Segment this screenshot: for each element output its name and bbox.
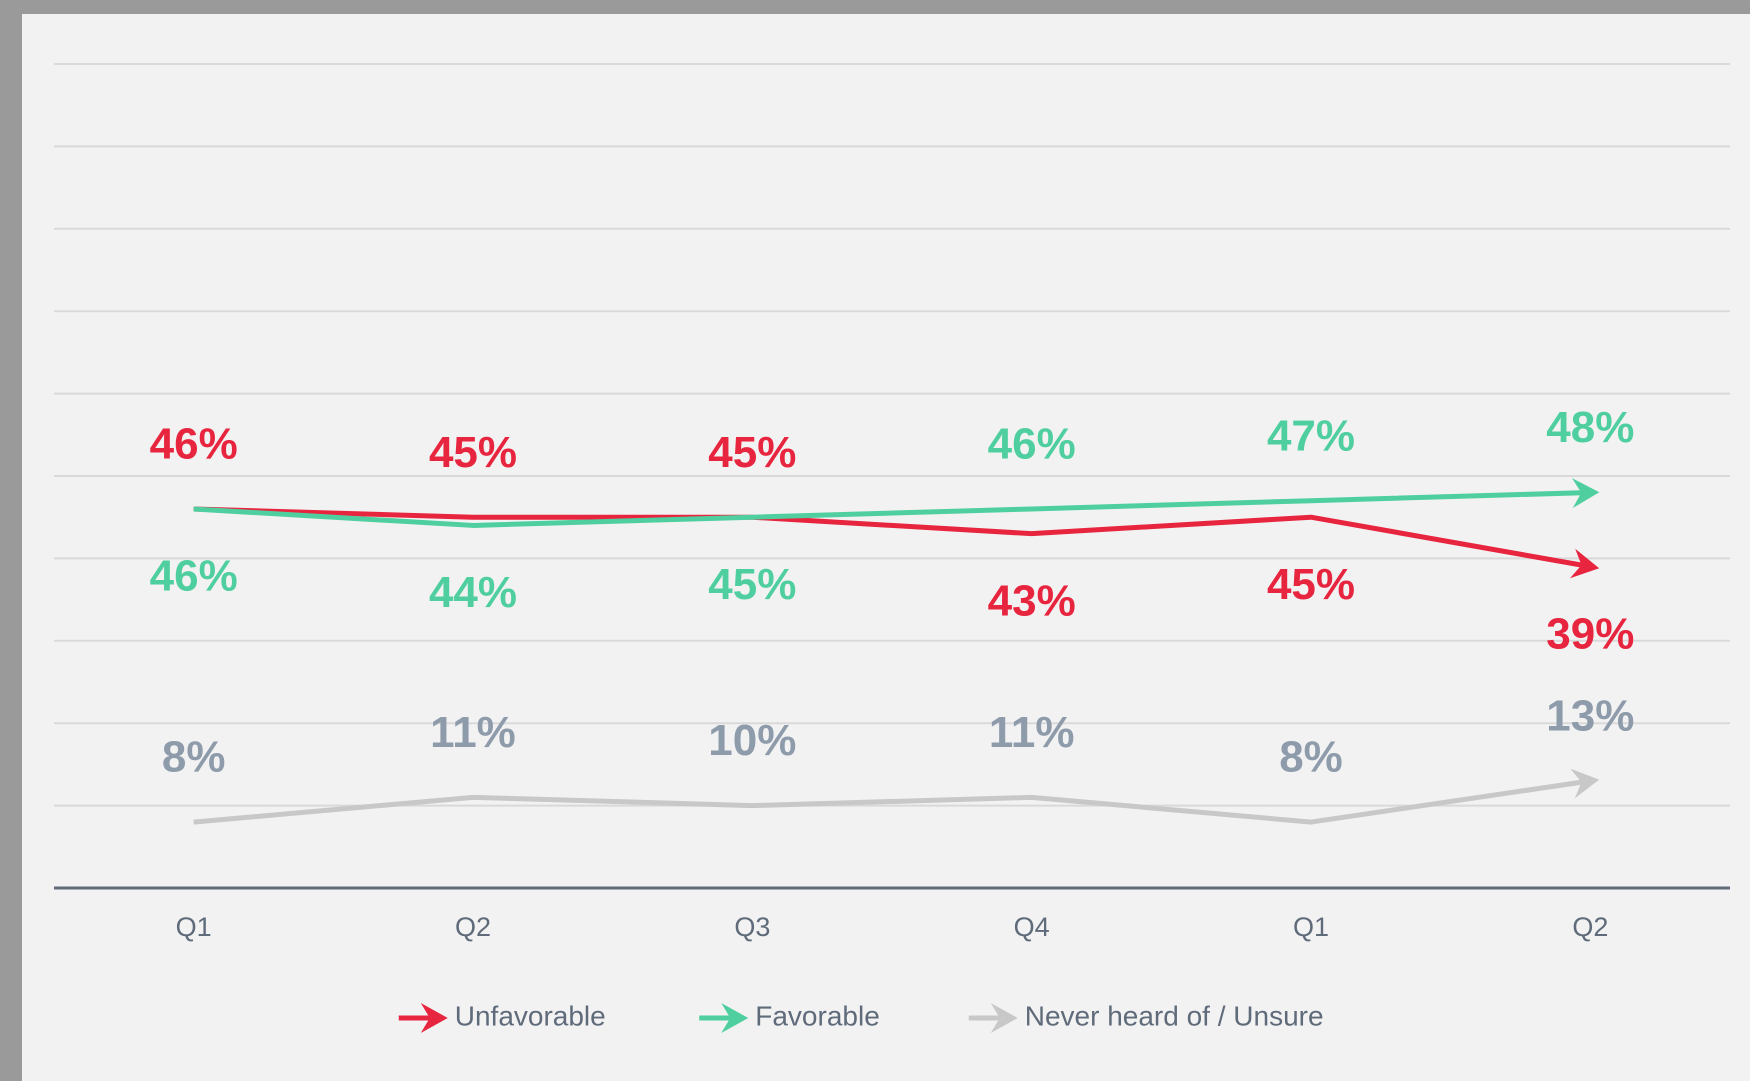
x-tick-label: Q4 — [1014, 912, 1050, 942]
series-line — [193, 768, 1600, 825]
value-label: 45% — [1267, 560, 1355, 609]
legend-label: Never heard of / Unsure — [1025, 1000, 1324, 1031]
value-label: 45% — [429, 428, 517, 477]
value-label: 46% — [150, 420, 238, 469]
value-label: 48% — [1546, 403, 1634, 452]
value-label: 39% — [1546, 609, 1634, 658]
value-label: 10% — [708, 716, 796, 765]
value-label: 44% — [429, 568, 517, 617]
value-label: 47% — [1267, 411, 1355, 460]
series-line — [193, 506, 1600, 579]
legend-label: Favorable — [755, 1000, 880, 1031]
chart-background — [22, 14, 1750, 1081]
x-tick-label: Q1 — [1293, 912, 1329, 942]
value-label: 45% — [708, 560, 796, 609]
value-label: 11% — [989, 708, 1075, 757]
value-label: 8% — [1279, 733, 1343, 782]
series-line — [193, 478, 1600, 528]
value-label: 11% — [430, 708, 516, 757]
value-label: 13% — [1546, 692, 1634, 741]
value-label: 45% — [708, 428, 796, 477]
x-tick-label: Q1 — [176, 912, 212, 942]
x-tick-label: Q2 — [1572, 912, 1608, 942]
value-label: 46% — [150, 552, 238, 601]
x-tick-label: Q3 — [734, 912, 770, 942]
legend-label: Unfavorable — [455, 1000, 606, 1031]
value-label: 8% — [162, 733, 226, 782]
value-label: 43% — [988, 576, 1076, 625]
value-label: 46% — [988, 420, 1076, 469]
x-tick-label: Q2 — [455, 912, 491, 942]
